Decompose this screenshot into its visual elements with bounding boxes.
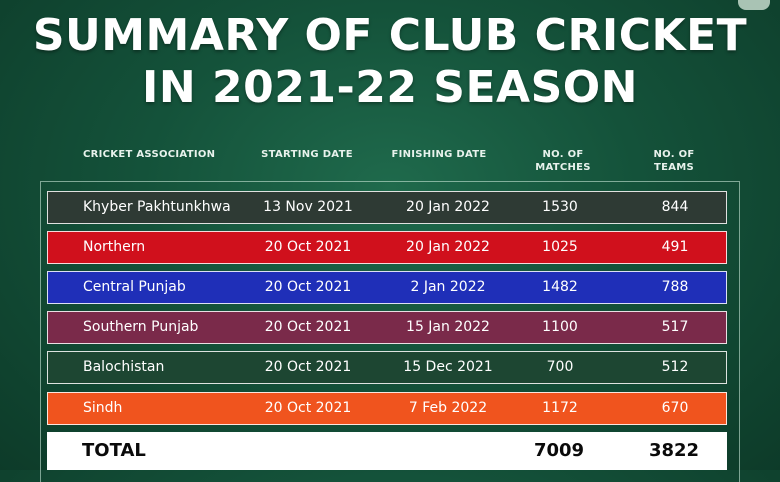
- header-association: CRICKET ASSOCIATION: [83, 149, 216, 160]
- total-teams: 3822: [648, 440, 700, 461]
- table-header: CRICKET ASSOCIATION STARTING DATE FINISH…: [0, 148, 780, 178]
- starting-date: 20 Oct 2021: [264, 319, 352, 335]
- finishing-date: 15 Dec 2021: [403, 359, 493, 375]
- table-frame: [40, 181, 740, 482]
- header-matches-line2: MATCHES: [535, 162, 591, 173]
- association-name: Sindh: [83, 400, 123, 416]
- finishing-date: 15 Jan 2022: [406, 319, 490, 335]
- brand-logo: [738, 0, 770, 10]
- starting-date: 20 Oct 2021: [264, 400, 352, 416]
- header-teams-line1: NO. OF: [653, 149, 695, 160]
- header-teams-line2: TEAMS: [653, 162, 695, 173]
- table-row: Balochistan 20 Oct 2021 15 Dec 2021 700 512: [47, 351, 727, 384]
- total-matches: 7009: [533, 440, 585, 461]
- starting-date: 20 Oct 2021: [264, 359, 352, 375]
- teams-count: 670: [661, 400, 689, 416]
- header-finish-date: FINISHING DATE: [391, 149, 487, 160]
- teams-count: 517: [661, 319, 689, 335]
- header-matches-line1: NO. OF: [542, 149, 584, 160]
- association-name: Balochistan: [83, 359, 165, 375]
- teams-count: 512: [661, 359, 689, 375]
- association-name: Khyber Pakhtunkhwa: [83, 199, 231, 215]
- matches-count: 1172: [542, 400, 578, 416]
- title-line-2: IN 2021-22 SEASON: [141, 62, 638, 113]
- starting-date: 20 Oct 2021: [264, 279, 352, 295]
- header-matches: NO. OF MATCHES: [518, 148, 608, 174]
- table-row: Sindh 20 Oct 2021 7 Feb 2022 1172 670: [47, 392, 727, 425]
- finishing-date: 20 Jan 2022: [406, 239, 490, 255]
- table-row: Northern 20 Oct 2021 20 Jan 2022 1025 491: [47, 231, 727, 264]
- table-row: Khyber Pakhtunkhwa 13 Nov 2021 20 Jan 2022…: [47, 191, 727, 224]
- teams-count: 788: [661, 279, 689, 295]
- page-title: SUMMARY OF CLUB CRICKET IN 2021-22 SEASO…: [0, 10, 780, 114]
- starting-date: 13 Nov 2021: [263, 199, 353, 215]
- association-name: Southern Punjab: [83, 319, 199, 335]
- header-start-date: STARTING DATE: [261, 149, 353, 160]
- total-label: TOTAL: [82, 440, 146, 461]
- association-name: Central Punjab: [83, 279, 186, 295]
- table-row: Southern Punjab 20 Oct 2021 15 Jan 2022 110…: [47, 311, 727, 344]
- header-teams: NO. OF TEAMS: [629, 148, 719, 174]
- matches-count: 700: [546, 359, 574, 375]
- table-row: Central Punjab 20 Oct 2021 2 Jan 2022 1482 7…: [47, 271, 727, 304]
- finishing-date: 2 Jan 2022: [410, 279, 486, 295]
- starting-date: 20 Oct 2021: [264, 239, 352, 255]
- finishing-date: 7 Feb 2022: [408, 400, 488, 416]
- matches-count: 1100: [542, 319, 578, 335]
- total-row: TOTAL 7009 3822: [47, 432, 727, 470]
- teams-count: 491: [661, 239, 689, 255]
- matches-count: 1530: [542, 199, 578, 215]
- finishing-date: 20 Jan 2022: [406, 199, 490, 215]
- matches-count: 1482: [542, 279, 578, 295]
- title-line-1: SUMMARY OF CLUB CRICKET: [32, 10, 748, 61]
- association-name: Northern: [83, 239, 146, 255]
- teams-count: 844: [661, 199, 689, 215]
- matches-count: 1025: [542, 239, 578, 255]
